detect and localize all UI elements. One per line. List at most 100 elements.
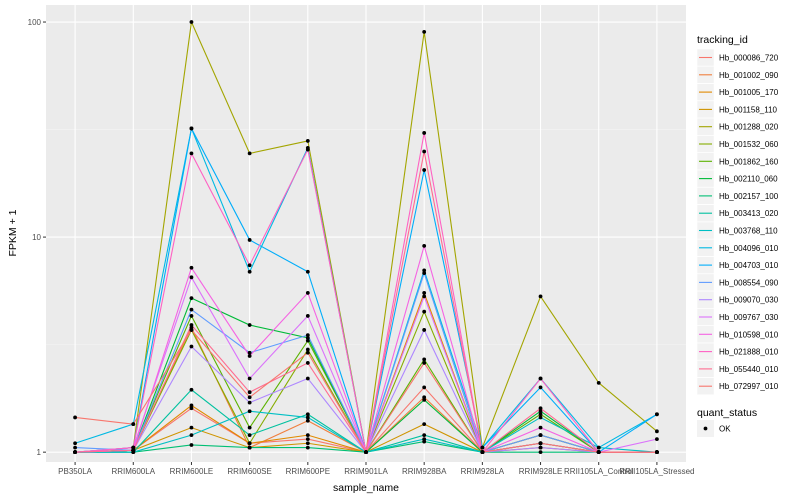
data-point <box>422 385 427 390</box>
data-point <box>247 409 252 414</box>
data-point <box>538 445 543 450</box>
legend-title: quant_status <box>697 407 757 419</box>
data-point <box>189 433 194 438</box>
legend-label: Hb_001158_110 <box>719 105 778 114</box>
legend-label: Hb_002110_060 <box>719 175 778 184</box>
data-point <box>247 263 252 268</box>
data-point <box>305 441 310 446</box>
legend-title: tracking_id <box>697 34 748 46</box>
data-point <box>422 291 427 295</box>
data-point <box>305 350 310 355</box>
data-point <box>422 437 427 442</box>
data-point <box>247 376 252 381</box>
legend-label: Hb_072997_010 <box>719 382 779 391</box>
data-point <box>305 347 310 352</box>
data-point <box>538 409 543 414</box>
data-point <box>538 385 543 390</box>
legend-label: Hb_009767_030 <box>719 313 779 322</box>
data-point <box>480 445 485 450</box>
legend-label: Hb_055440_010 <box>719 365 779 374</box>
x-tick-label: RRIM928LE <box>519 467 563 476</box>
data-point <box>422 422 427 427</box>
data-point <box>247 390 252 395</box>
data-point <box>538 415 543 420</box>
data-point <box>422 328 427 332</box>
data-point <box>596 450 601 455</box>
data-point <box>131 445 136 450</box>
data-point <box>189 126 194 131</box>
data-point <box>538 433 543 438</box>
x-tick-label: PB350LA <box>58 467 92 476</box>
data-point <box>247 433 252 438</box>
data-point <box>247 400 252 405</box>
data-point <box>422 294 427 299</box>
legend-quant-status: quant_status OK <box>697 407 757 437</box>
data-point <box>305 361 310 365</box>
legend-label: Hb_004703_010 <box>719 261 779 270</box>
data-point <box>596 445 601 450</box>
data-point <box>538 376 543 381</box>
data-point <box>189 265 194 270</box>
legend-label: Hb_000086_720 <box>719 54 779 63</box>
data-point <box>538 450 543 455</box>
legend-label: Hb_001288_020 <box>719 123 779 132</box>
data-point <box>189 443 194 447</box>
data-point <box>247 425 252 430</box>
x-tick-label: RRII105LA_Control <box>564 467 634 476</box>
legend-label: Hb_001862_160 <box>719 157 779 166</box>
x-tick-label: RRIM600LE <box>170 467 214 476</box>
grid-major <box>46 5 686 462</box>
data-point <box>247 151 252 156</box>
data-point <box>305 376 310 381</box>
data-point <box>655 437 659 442</box>
data-point <box>538 441 543 446</box>
legend-label: Hb_002157_100 <box>719 192 779 201</box>
y-axis: 1 10 100 <box>28 18 46 457</box>
data-point <box>655 450 659 455</box>
data-point <box>305 437 310 442</box>
legend-label: OK <box>719 425 731 434</box>
data-point <box>305 291 310 295</box>
data-point <box>538 425 543 430</box>
x-tick-label: RRIM901LA <box>344 467 388 476</box>
data-point <box>422 395 427 400</box>
data-point <box>247 441 252 446</box>
data-point <box>422 131 427 135</box>
legend-label: Hb_008554_090 <box>719 278 779 287</box>
data-point <box>305 269 310 274</box>
data-point <box>131 448 136 453</box>
y-tick-label: 1 <box>37 448 42 457</box>
data-point <box>305 415 310 420</box>
data-point <box>305 418 310 423</box>
data-point <box>189 328 194 332</box>
data-point <box>538 406 543 411</box>
data-point <box>422 168 427 172</box>
legend-label: Hb_001532_060 <box>719 140 779 149</box>
data-point <box>247 445 252 450</box>
legend-label: Hb_021888_010 <box>719 348 779 357</box>
data-point <box>189 314 194 318</box>
x-axis: PB350LA RRIM600LA RRIM600LE RRIM600SE RRIM60… <box>58 462 694 476</box>
data-point <box>131 422 136 427</box>
data-point <box>422 361 427 365</box>
data-point <box>538 294 543 299</box>
y-tick-label: 100 <box>28 18 42 27</box>
data-point <box>189 296 194 301</box>
data-point <box>538 412 543 417</box>
legend-tracking-id: tracking_id Hb_000086_720 Hb_001002_090 Hb… <box>696 34 779 395</box>
data-point <box>189 323 194 327</box>
data-point <box>247 269 252 274</box>
legend-label: Hb_003413_020 <box>719 209 779 218</box>
data-point <box>305 314 310 318</box>
legend-label: Hb_010598_010 <box>719 330 779 339</box>
data-point <box>422 149 427 154</box>
x-tick-label: RRIM600PE <box>286 467 330 476</box>
data-point <box>305 445 310 450</box>
data-point <box>655 429 659 434</box>
data-point <box>189 387 194 392</box>
data-point <box>305 335 310 340</box>
data-point <box>73 450 77 455</box>
data-point <box>247 395 252 400</box>
legend-label: Hb_004096_010 <box>719 244 779 253</box>
data-point <box>596 380 601 385</box>
